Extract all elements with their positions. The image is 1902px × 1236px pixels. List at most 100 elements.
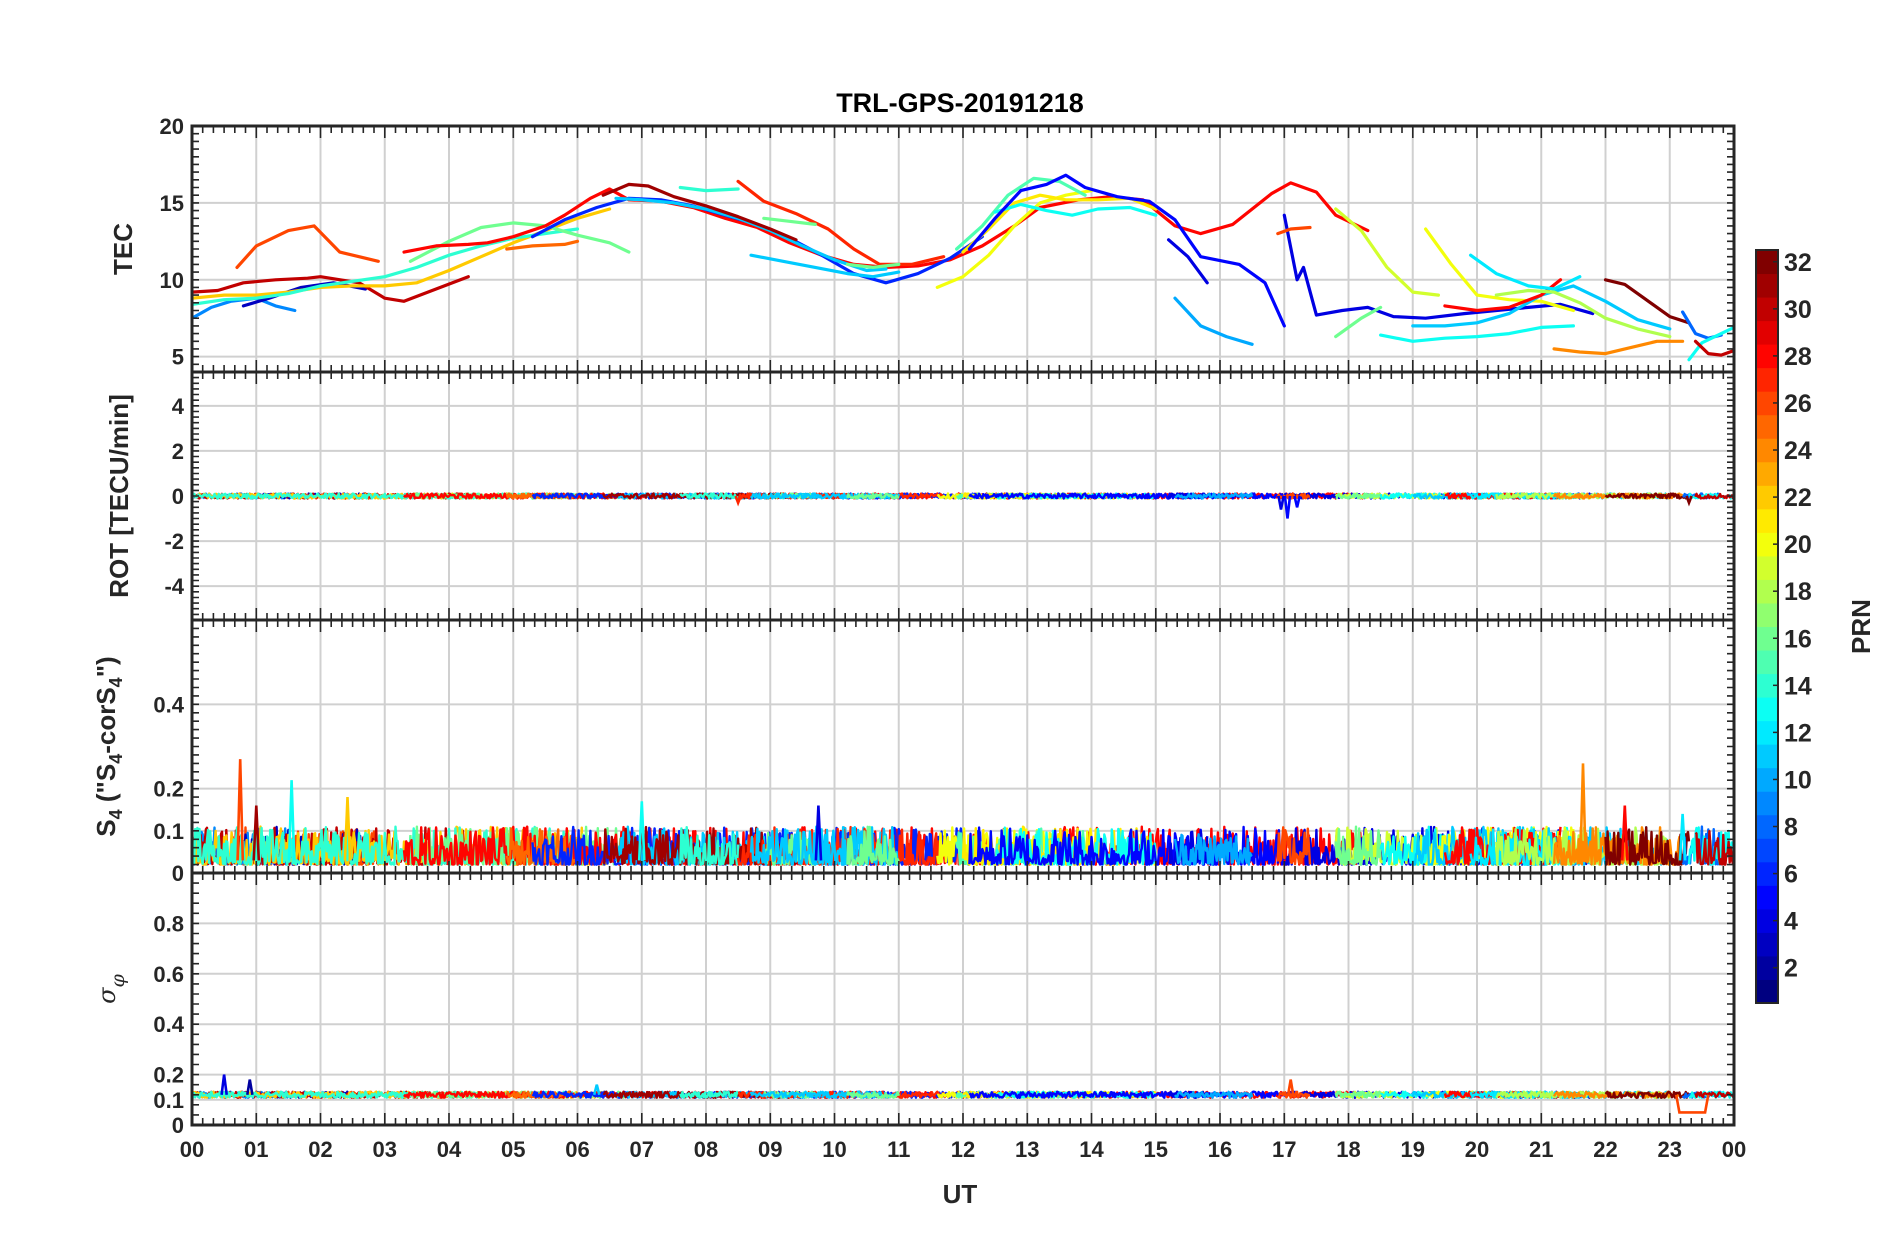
spike-mark <box>1283 495 1292 519</box>
colorbar-swatch <box>1756 885 1778 910</box>
series-line-prn-16 <box>846 825 900 866</box>
series-line-prn-28 <box>402 181 1370 269</box>
y-tick-label: 0.8 <box>153 911 184 936</box>
series-line-prn-32 <box>1604 1090 1690 1099</box>
y-tick-label: 0.1 <box>153 1088 184 1113</box>
x-tick-label: 22 <box>1593 1137 1617 1162</box>
spike-mark <box>1286 1079 1295 1096</box>
x-tick-label: 00 <box>180 1137 204 1162</box>
colorbar-tick-label: 32 <box>1784 249 1812 277</box>
y-axis-label: ROT [TECU/min] <box>104 394 134 598</box>
spike-mark <box>220 1074 228 1095</box>
x-tick-label: 17 <box>1272 1137 1296 1162</box>
colorbar-swatch <box>1756 697 1778 722</box>
spike-mark <box>236 759 245 861</box>
colorbar-swatch <box>1756 673 1778 698</box>
colorbar-tick-label: 14 <box>1784 672 1812 700</box>
series-line-prn-22 <box>192 207 612 300</box>
spike-mark <box>1277 495 1285 510</box>
series-group <box>192 173 1734 362</box>
colorbar-swatch <box>1756 297 1778 322</box>
colorbar-swatch <box>1756 767 1778 792</box>
series-line-prn-20 <box>935 189 1094 289</box>
x-tick-label: 10 <box>822 1137 846 1162</box>
series-line-prn-16 <box>1334 1090 1382 1099</box>
colorbar-frame <box>1755 249 1779 1004</box>
y-tick-label: 0.2 <box>153 1063 184 1088</box>
panel-ROT: -4 -2 0 2 4 ROT [TECU/min] <box>104 370 1736 622</box>
spike-mark <box>1685 495 1693 507</box>
series-line-prn-32 <box>1604 492 1690 500</box>
series-line-prn-30 <box>1693 339 1734 357</box>
series-line-prn-10 <box>1174 1090 1254 1099</box>
y-tick-label: 0 <box>172 484 184 509</box>
colorbar-tick-label: 30 <box>1784 296 1812 324</box>
x-tick-label: 16 <box>1208 1137 1232 1162</box>
colorbar-swatch <box>1756 367 1778 392</box>
x-tick-label: 04 <box>437 1137 462 1162</box>
colorbar-swatch <box>1756 932 1778 957</box>
colorbar-swatch <box>1756 555 1778 580</box>
series-line-prn-30 <box>1694 1091 1734 1099</box>
series-line-prn-16 <box>846 1090 900 1099</box>
series-group <box>192 492 1734 519</box>
colorbar-swatch <box>1756 461 1778 486</box>
series-line-prn-13 <box>993 202 1158 217</box>
y-tick-label: 2 <box>172 439 184 464</box>
colorbar-swatch <box>1756 861 1778 886</box>
y-axis-label: σφ <box>93 973 129 1003</box>
series-line-prn-24 <box>1553 1090 1683 1099</box>
spike-mark <box>734 495 742 507</box>
x-tick-label: 08 <box>694 1137 718 1162</box>
spike-mark <box>343 797 352 861</box>
x-tick-label: 00 <box>1722 1137 1746 1162</box>
x-tick-label: 06 <box>565 1137 589 1162</box>
y-tick-label: 4 <box>172 394 185 419</box>
y-tick-label: 10 <box>160 268 184 293</box>
colorbar-tick-label: 8 <box>1784 814 1798 842</box>
y-tick-label: 0 <box>172 861 184 886</box>
colorbar-swatch <box>1756 414 1778 439</box>
series-line-prn-8 <box>1681 310 1723 340</box>
x-tick-label: 19 <box>1401 1137 1425 1162</box>
series-line-prn-18 <box>1494 288 1672 339</box>
x-axis-label: UT <box>943 1179 978 1209</box>
colorbar-swatch <box>1756 720 1778 745</box>
colorbar-tick-label: 4 <box>1784 908 1798 936</box>
x-tick-label: 02 <box>308 1137 332 1162</box>
spike-mark <box>1293 495 1301 508</box>
colorbar-swatch <box>1756 508 1778 533</box>
colorbar-swatch <box>1756 273 1778 298</box>
x-tick-label: 14 <box>1079 1137 1104 1162</box>
colorbar-tick-label: 18 <box>1784 578 1812 606</box>
colorbar-tick-label: 10 <box>1784 766 1812 794</box>
x-tick-label: 05 <box>501 1137 525 1162</box>
y-tick-label: -4 <box>164 574 184 599</box>
series-line-prn-31 <box>601 182 798 242</box>
series-line-prn-27 <box>736 179 946 266</box>
colorbar-label: PRN <box>1846 599 1876 654</box>
series-line-prn-13 <box>1687 325 1734 362</box>
series-line-prn-16 <box>408 221 631 263</box>
panel-TEC: 5 10 15 20 TEC <box>108 114 1736 374</box>
x-tick-label: 15 <box>1144 1137 1168 1162</box>
series-line-prn-26 <box>1277 1090 1311 1099</box>
x-tick-label: 13 <box>1015 1137 1039 1162</box>
series-line-prn-5 <box>967 173 1286 328</box>
series-line-prn-32 <box>1603 278 1691 325</box>
colorbar-tick-label: 6 <box>1784 861 1798 889</box>
series-line-prn-16 <box>1334 825 1382 866</box>
axis-ticks <box>191 872 1735 1126</box>
series-line-prn-13 <box>1379 324 1575 343</box>
x-tick-label: 20 <box>1465 1137 1489 1162</box>
y-tick-label: 0.2 <box>153 777 184 802</box>
spike-mark <box>814 805 823 861</box>
colorbar-tick-label: 22 <box>1784 484 1812 512</box>
series-line-prn-15 <box>955 176 1087 251</box>
colorbar-swatch <box>1756 744 1778 769</box>
colorbar-tick-label: 20 <box>1784 531 1812 559</box>
series-line-prn-4 <box>1282 213 1595 320</box>
